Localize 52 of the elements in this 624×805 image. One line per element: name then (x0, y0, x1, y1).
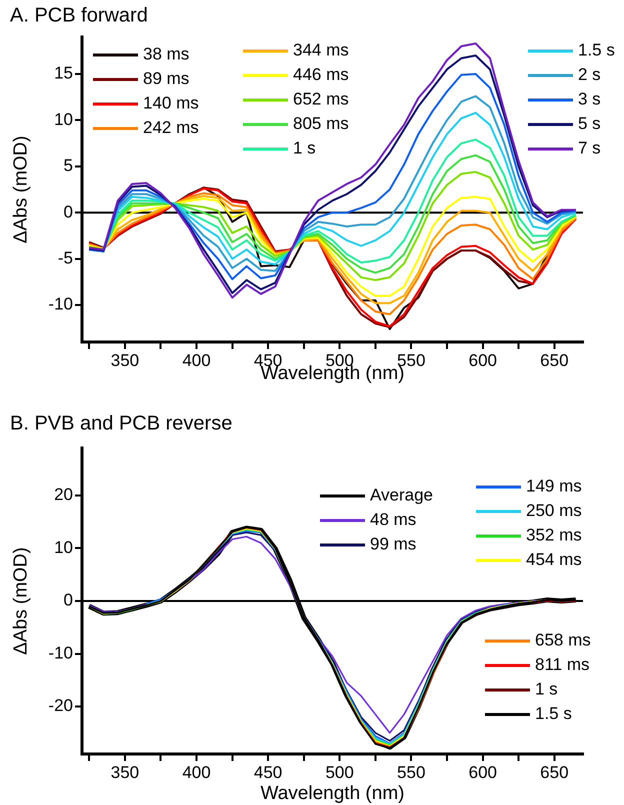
legend-label: 658 ms (535, 630, 591, 650)
legend-label: 1.5 s (535, 704, 572, 724)
legend-label: 352 ms (526, 526, 582, 545)
legend-label: 38 ms (143, 44, 190, 64)
y-tick-label: 0 (64, 590, 73, 610)
legend-label: 48 ms (370, 510, 416, 530)
y-tick-label: 15 (54, 64, 73, 83)
legend-label: 652 ms (293, 90, 349, 109)
chart-title: B. PVB and PCB reverse (10, 412, 232, 435)
legend-label: 3 s (578, 90, 601, 109)
legend-label: 149 ms (526, 476, 582, 496)
y-tick-label: 0 (64, 202, 73, 222)
y-tick-label: 10 (54, 538, 73, 557)
x-tick-label: 350 (110, 350, 140, 370)
legend-label: Average (370, 486, 434, 505)
legend-label: 242 ms (143, 118, 199, 138)
legend-label: 344 ms (293, 40, 349, 60)
legend-label: 99 ms (370, 534, 416, 554)
legend-label: 7 s (578, 138, 601, 158)
y-tick-label: 10 (54, 110, 73, 129)
y-tick-label: -20 (48, 696, 73, 716)
x-tick-label: 400 (182, 350, 211, 370)
x-tick-label: 600 (468, 762, 497, 782)
legend-label: 446 ms (293, 65, 349, 84)
legend-label: 140 ms (143, 94, 199, 113)
y-axis-title: ΔAbs (mOD) (10, 136, 32, 244)
y-tick-label: 20 (54, 485, 73, 504)
x-tick-label: 400 (182, 762, 211, 782)
chart-title: A. PCB forward (10, 4, 148, 27)
legend-label: 811 ms (535, 655, 590, 674)
x-tick-label: 450 (254, 762, 282, 782)
x-tick-label: 550 (397, 762, 426, 782)
legend-label: 1 s (293, 138, 316, 158)
legend-label: 2 s (578, 65, 601, 84)
y-tick-label: -10 (48, 294, 73, 314)
x-tick-label: 650 (540, 762, 569, 782)
x-tick-label: 650 (540, 350, 569, 370)
y-tick-label: -10 (48, 643, 73, 662)
x-axis-title: Wavelength (nm) (260, 782, 404, 804)
legend-label: 1 s (535, 680, 558, 699)
legend-label: 1.5 s (578, 40, 615, 60)
legend-label: 89 ms (143, 69, 190, 88)
x-tick-label: 500 (325, 762, 354, 782)
y-axis-title: ΔAbs (mOD) (10, 547, 32, 655)
y-tick-label: 5 (64, 156, 73, 176)
legend-label: 454 ms (526, 550, 582, 570)
y-tick-label: -5 (58, 248, 73, 268)
legend-label: 250 ms (526, 501, 582, 520)
x-tick-label: 350 (110, 762, 140, 782)
legend-label: 5 s (578, 114, 601, 134)
x-tick-label: 600 (468, 350, 497, 370)
legend-label: 805 ms (293, 114, 349, 134)
